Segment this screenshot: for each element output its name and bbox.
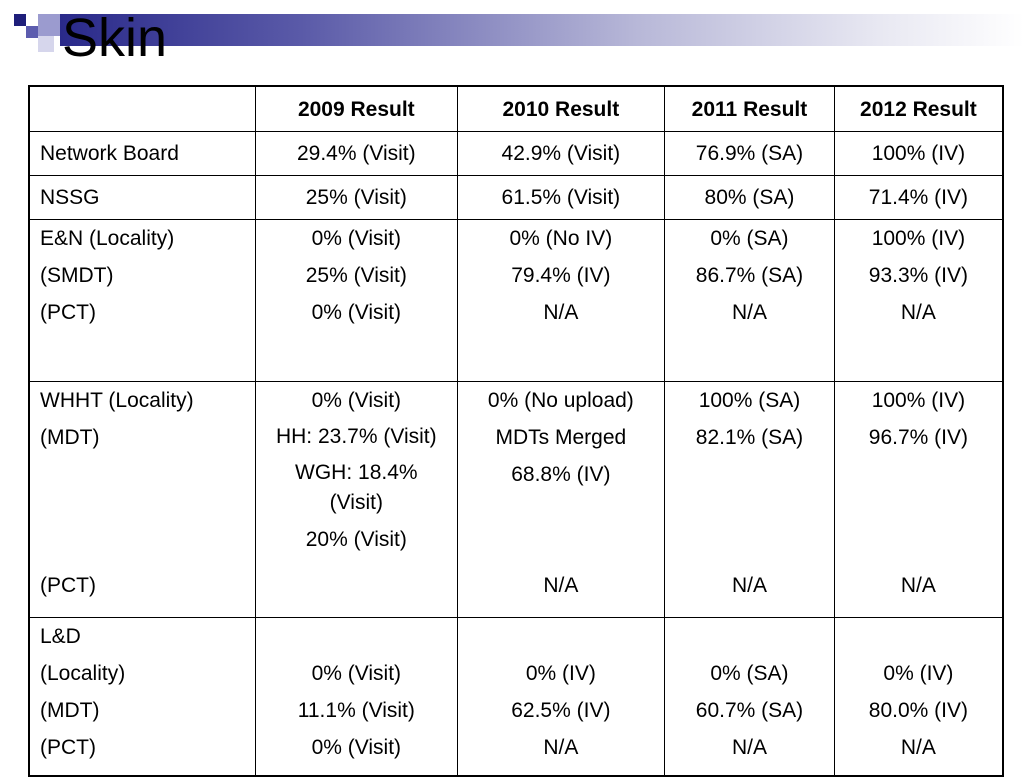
cell-2012: 100% (IV) 93.3% (IV) N/A <box>833 219 1004 382</box>
cell-line: 82.1% (SA) <box>695 426 804 449</box>
cell-line: N/A <box>731 736 767 759</box>
cell-line: N/A <box>731 574 767 597</box>
title-decoration-bar <box>60 14 1024 46</box>
table-row-en: E&N (Locality) (SMDT) (PCT) 0% (Visit) 2… <box>28 219 1004 382</box>
cell-line: N/A <box>543 736 579 759</box>
cell-2009: 0% (Visit) HH: 23.7% (Visit) WGH: 18.4% … <box>255 381 458 618</box>
cell-line: 62.5% (IV) <box>511 699 611 722</box>
cell-line: 60.7% (SA) <box>695 699 804 722</box>
cell-line: 20% (Visit) <box>305 528 407 551</box>
label-line: (SMDT) <box>40 264 114 287</box>
cell-line: 80.0% (IV) <box>868 699 968 722</box>
cell-line: 100% (IV) <box>871 227 966 250</box>
cell-2010: 0% (IV) 62.5% (IV) N/A <box>456 617 666 776</box>
cell-line: 0% (Visit) <box>311 301 402 324</box>
cell-line: 86.7% (SA) <box>695 264 804 287</box>
decorative-square <box>26 26 38 38</box>
header-2009: 2009 Result <box>255 85 458 132</box>
cell-line: 100% (IV) <box>871 389 966 412</box>
label-line: (MDT) <box>40 426 100 449</box>
cell-2010: 0% (No IV) 79.4% (IV) N/A <box>456 219 666 382</box>
header-2010: 2010 Result <box>456 85 666 132</box>
cell-2012: 71.4% (IV) <box>833 175 1004 220</box>
row-label: L&D (Locality) (MDT) (PCT) <box>28 617 257 776</box>
cell-line: 79.4% (IV) <box>511 264 611 287</box>
cell-line: 0% (No IV) <box>509 227 613 250</box>
label-line: L&D <box>40 625 81 648</box>
cell-2012: 0% (IV) 80.0% (IV) N/A <box>833 617 1004 776</box>
table-row-nssg: NSSG 25% (Visit) 61.5% (Visit) 80% (SA) … <box>28 175 1004 220</box>
label-line: (PCT) <box>40 736 96 759</box>
row-label: E&N (Locality) (SMDT) (PCT) <box>28 219 257 382</box>
cell-2011: 76.9% (SA) <box>664 131 835 176</box>
cell-2011: 0% (SA) 60.7% (SA) N/A <box>664 617 835 776</box>
label-line: E&N (Locality) <box>40 227 175 250</box>
label-line: WHHT (Locality) <box>40 389 194 412</box>
cell-line: 0% (Visit) <box>311 389 402 412</box>
slide-title: Skin <box>62 8 168 68</box>
header-cell-blank <box>28 85 257 132</box>
header-2011: 2011 Result <box>664 85 835 132</box>
cell-line: 96.7% (IV) <box>868 426 968 449</box>
cell-line: N/A <box>900 736 936 759</box>
cell-2010: 0% (No upload) MDTs Merged 68.8% (IV) N/… <box>456 381 666 618</box>
decorative-square <box>38 36 54 52</box>
cell-line: 0% (Visit) <box>311 662 402 685</box>
cell-2009: 29.4% (Visit) <box>255 131 458 176</box>
cell-line: 0% (SA) <box>710 662 789 685</box>
cell-2009: 25% (Visit) <box>255 175 458 220</box>
label-line: (Locality) <box>40 662 126 685</box>
cell-2011: 100% (SA) 82.1% (SA) N/A <box>664 381 835 618</box>
cell-line: 0% (IV) <box>525 662 596 685</box>
cell-line: 0% (Visit) <box>311 227 402 250</box>
cell-2012: 100% (IV) <box>833 131 1004 176</box>
cell-line: 11.1% (Visit) <box>297 699 415 722</box>
cell-line: HH: 23.7% (Visit) <box>275 425 437 448</box>
cell-line: WGH: 18.4% (Visit) <box>295 461 418 514</box>
cell-line: N/A <box>731 301 767 324</box>
cell-line: 25% (Visit) <box>305 264 407 287</box>
cell-2009: 0% (Visit) 25% (Visit) 0% (Visit) <box>255 219 458 382</box>
cell-line: 0% (Visit) <box>311 736 402 759</box>
cell-line: 68.8% (IV) <box>511 463 611 486</box>
decorative-square <box>14 14 26 26</box>
cell-line: N/A <box>543 301 579 324</box>
decorative-square <box>38 14 60 36</box>
cell-2011: 80% (SA) <box>664 175 835 220</box>
table-row-network-board: Network Board 29.4% (Visit) 42.9% (Visit… <box>28 131 1004 176</box>
table-row-whht: WHHT (Locality) (MDT) (PCT) 0% (Visit) H… <box>28 381 1004 618</box>
cell-line: N/A <box>900 574 936 597</box>
table-row-ld: L&D (Locality) (MDT) (PCT) 0% (Visit) 11… <box>28 617 1004 776</box>
cell-line: 93.3% (IV) <box>868 264 968 287</box>
header-2012: 2012 Result <box>833 85 1004 132</box>
cell-line: N/A <box>543 574 579 597</box>
row-label: Network Board <box>28 131 257 176</box>
cell-2012: 100% (IV) 96.7% (IV) N/A <box>833 381 1004 618</box>
cell-line: 100% (SA) <box>698 389 801 412</box>
row-label: NSSG <box>28 175 257 220</box>
label-line: (PCT) <box>40 574 96 597</box>
cell-2010: 42.9% (Visit) <box>456 131 666 176</box>
label-line: (PCT) <box>40 301 96 324</box>
label-line: (MDT) <box>40 699 100 722</box>
cell-line: N/A <box>900 301 936 324</box>
cell-line: 0% (SA) <box>710 227 789 250</box>
cell-2011: 0% (SA) 86.7% (SA) N/A <box>664 219 835 382</box>
header-row: 2009 Result 2010 Result 2011 Result 2012… <box>28 85 1004 132</box>
row-label: WHHT (Locality) (MDT) (PCT) <box>28 381 257 618</box>
cell-line: MDTs Merged <box>495 426 627 449</box>
results-table: 2009 Result 2010 Result 2011 Result 2012… <box>28 85 1004 777</box>
cell-line: 0% (No upload) <box>487 389 634 412</box>
cell-line: 0% (IV) <box>883 662 954 685</box>
cell-2010: 61.5% (Visit) <box>456 175 666 220</box>
cell-2009: 0% (Visit) 11.1% (Visit) 0% (Visit) <box>255 617 458 776</box>
